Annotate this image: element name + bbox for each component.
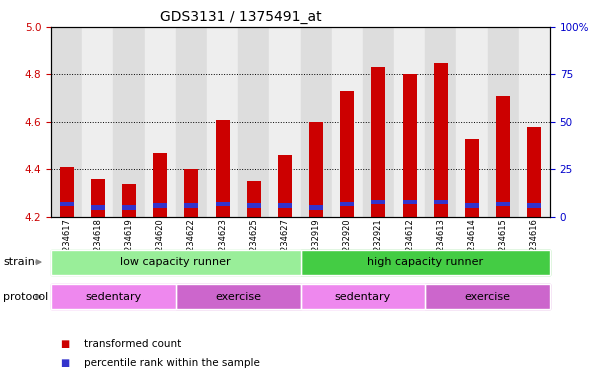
Bar: [153, 204, 167, 208]
Bar: [207, 27, 238, 217]
Bar: [216, 119, 230, 217]
Bar: [59, 202, 74, 206]
Bar: [426, 27, 456, 217]
Bar: [153, 153, 167, 217]
Bar: [487, 27, 519, 217]
Bar: [114, 27, 145, 217]
Bar: [176, 27, 207, 217]
Bar: [434, 63, 448, 217]
Bar: [403, 74, 416, 217]
Bar: [527, 204, 542, 208]
Text: ■: ■: [60, 339, 69, 349]
Bar: [145, 27, 176, 217]
Bar: [371, 200, 385, 204]
Bar: [91, 205, 105, 210]
Bar: [465, 204, 479, 208]
Bar: [332, 27, 363, 217]
Bar: [309, 205, 323, 210]
Bar: [59, 167, 74, 217]
Bar: [91, 179, 105, 217]
Text: sedentary: sedentary: [335, 291, 391, 302]
Bar: [496, 202, 510, 206]
Bar: [340, 202, 354, 206]
Bar: [309, 122, 323, 217]
Bar: [247, 181, 261, 217]
Bar: [185, 169, 198, 217]
Text: protocol: protocol: [3, 291, 48, 302]
Bar: [51, 27, 82, 217]
Text: transformed count: transformed count: [84, 339, 182, 349]
Text: exercise: exercise: [465, 291, 511, 302]
Bar: [371, 67, 385, 217]
Bar: [456, 27, 487, 217]
Bar: [403, 200, 416, 204]
Bar: [278, 204, 292, 208]
Text: strain: strain: [3, 257, 35, 267]
Bar: [238, 27, 269, 217]
Text: sedentary: sedentary: [85, 291, 142, 302]
Bar: [496, 96, 510, 217]
Bar: [394, 27, 426, 217]
Text: exercise: exercise: [215, 291, 261, 302]
Bar: [269, 27, 300, 217]
Text: percentile rank within the sample: percentile rank within the sample: [84, 358, 260, 368]
Bar: [300, 27, 332, 217]
Bar: [247, 204, 261, 208]
Text: high capacity runner: high capacity runner: [367, 257, 483, 267]
Bar: [185, 204, 198, 208]
Bar: [122, 205, 136, 210]
Bar: [527, 127, 542, 217]
Bar: [434, 200, 448, 204]
Bar: [82, 27, 114, 217]
Text: ■: ■: [60, 358, 69, 368]
Bar: [363, 27, 394, 217]
Bar: [519, 27, 550, 217]
Bar: [340, 91, 354, 217]
Bar: [278, 155, 292, 217]
Bar: [216, 202, 230, 206]
Text: low capacity runner: low capacity runner: [120, 257, 231, 267]
Bar: [465, 139, 479, 217]
Bar: [122, 184, 136, 217]
Text: GDS3131 / 1375491_at: GDS3131 / 1375491_at: [160, 10, 321, 23]
